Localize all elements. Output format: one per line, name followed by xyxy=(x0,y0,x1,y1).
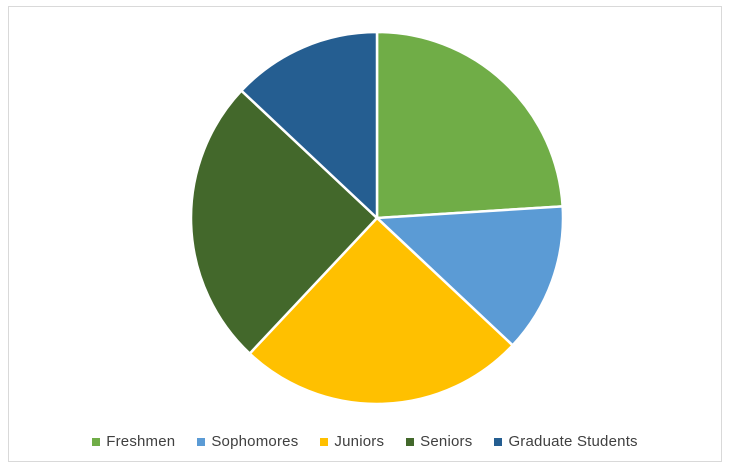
legend-item-sophomores: Sophomores xyxy=(197,433,298,450)
pie-chart xyxy=(189,30,565,406)
pie-slice-seniors xyxy=(189,89,379,355)
legend-swatch-seniors xyxy=(406,437,415,446)
pie-slice-freshmen xyxy=(375,30,564,220)
legend-item-seniors: Seniors xyxy=(406,433,472,450)
legend-label-sophomores: Sophomores xyxy=(211,433,299,450)
legend-label-juniors: Juniors xyxy=(334,433,385,450)
pie-slice-graduate-students xyxy=(240,30,379,220)
chart-legend: Freshmen Sophomores Juniors Seniors Graduate… xyxy=(9,433,721,450)
legend-swatch-juniors xyxy=(320,437,329,446)
legend-label-seniors: Seniors xyxy=(420,433,473,450)
legend-swatch-freshmen xyxy=(92,437,101,446)
legend-swatch-graduate-students xyxy=(494,437,503,446)
chart-area: Freshmen Sophomores Juniors Seniors Graduate… xyxy=(8,6,722,462)
legend-item-freshmen: Freshmen xyxy=(92,433,175,450)
legend-label-freshmen: Freshmen xyxy=(106,433,176,450)
legend-swatch-sophomores xyxy=(197,437,206,446)
pie-slice-juniors xyxy=(248,216,514,406)
legend-label-graduate-students: Graduate Students xyxy=(508,433,638,450)
legend-item-graduate-students: Graduate Students xyxy=(494,433,638,450)
pie-slice-sophomores xyxy=(375,205,565,347)
legend-item-juniors: Juniors xyxy=(320,433,384,450)
